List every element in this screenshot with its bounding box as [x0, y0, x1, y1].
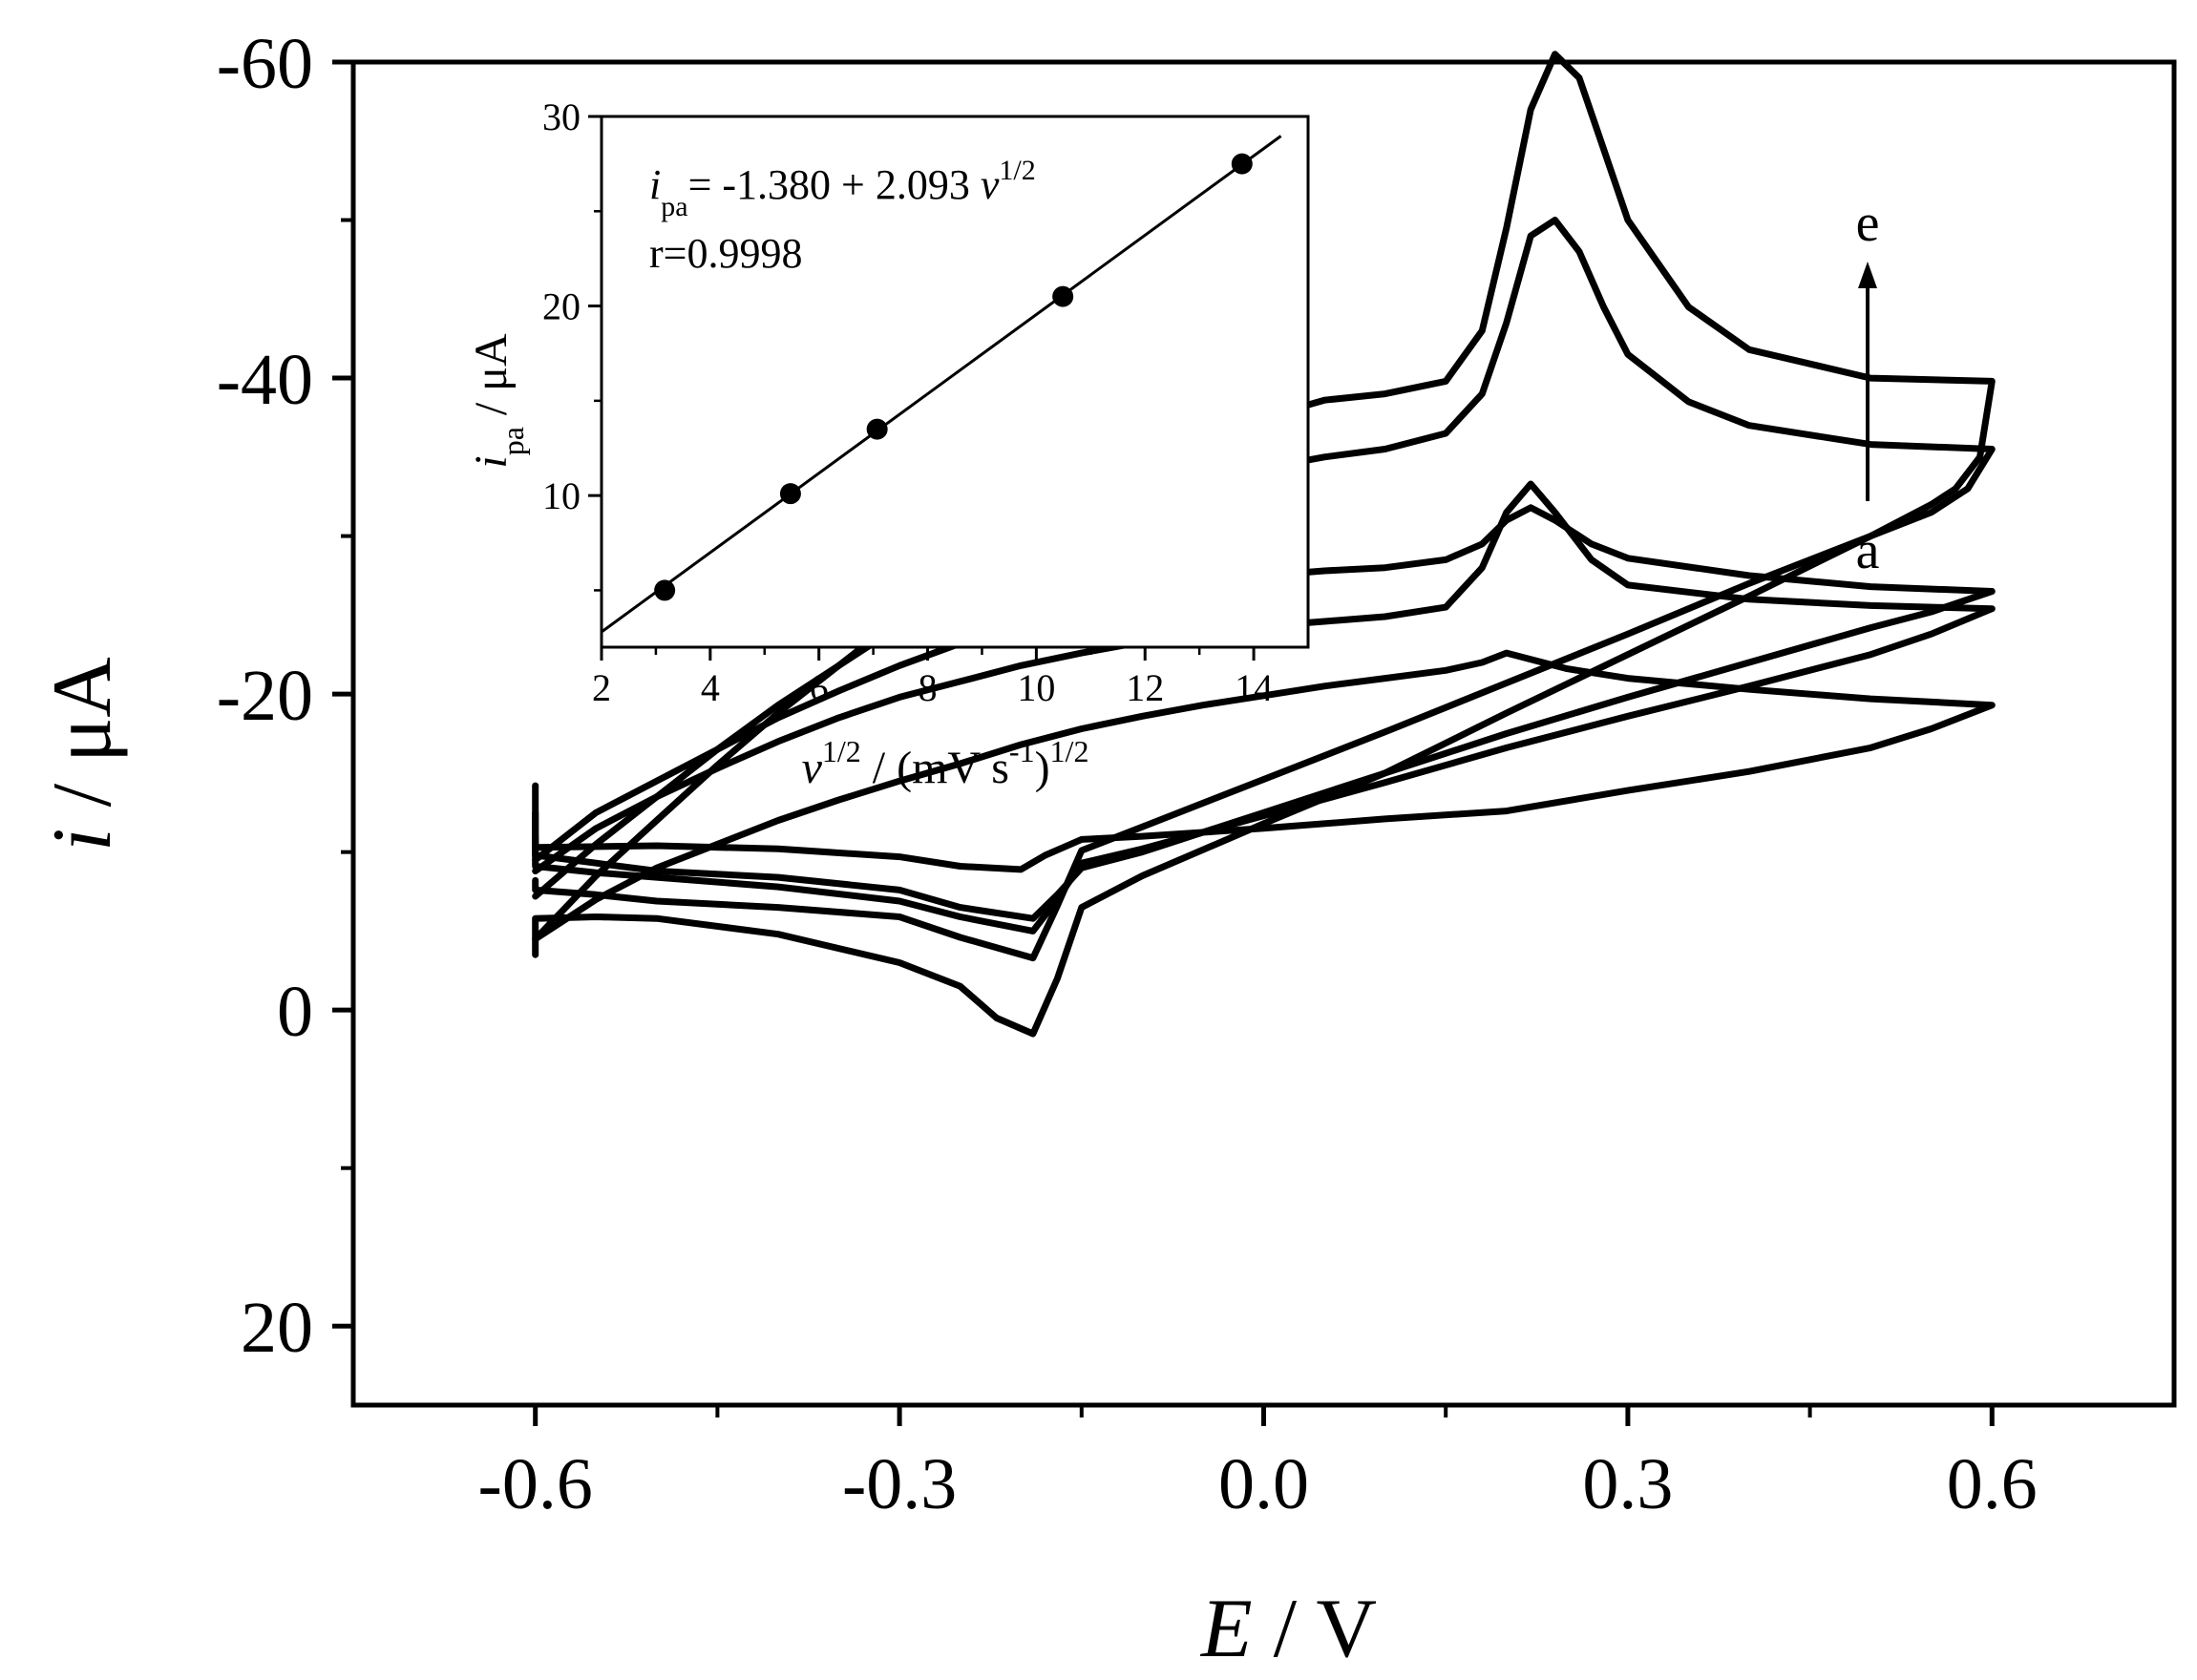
inset-y-label-subscript: pa	[496, 427, 530, 455]
main-y-axis-label-unit: / μA	[36, 657, 129, 828]
scan-rate-arrow: e a	[1856, 194, 1880, 580]
inset-x-tick-label: 6	[810, 666, 829, 709]
y-tick-label: 0	[277, 972, 313, 1052]
y-tick-label: 20	[241, 1288, 313, 1368]
inset-x-tick-label: 4	[701, 666, 720, 709]
inset-y-tick-label: 20	[542, 285, 581, 328]
inset-x-tick-label: 8	[919, 666, 938, 709]
cv-curve-c	[532, 480, 1996, 934]
arrow-label-a: a	[1856, 521, 1880, 580]
inset-x-axis-label: v1/2 / (mV s-1)1/2	[802, 734, 1089, 793]
x-tick-label: 0.6	[1947, 1444, 2038, 1524]
data-point	[1231, 153, 1253, 175]
inset-marks	[601, 135, 1282, 634]
data-point	[779, 483, 801, 505]
inset-axis-tick-labels: 2 4 6 8 10 12 14 10 20 30	[542, 95, 1273, 709]
inset-x-tick-label: 12	[1126, 666, 1164, 709]
inset-y-tick-label: 10	[542, 474, 581, 517]
inset-y-axis-label: ipa / μA	[466, 333, 530, 469]
inset-x-tick-label: 14	[1235, 666, 1273, 709]
equation-superscript: 1/2	[999, 155, 1035, 186]
inset-fit-equation: ipa= -1.380 + 2.093 v1/2	[649, 155, 1036, 222]
inset-x-label-sup2: -1	[1009, 734, 1035, 768]
main-y-axis-label-symbol: i	[36, 828, 129, 850]
arrow-label-e: e	[1856, 194, 1880, 253]
inset-y-label-symbol: i	[466, 455, 517, 468]
y-tick-label: -20	[217, 656, 313, 736]
inset-axis-ticks	[588, 115, 1256, 661]
inset-x-label-close: )	[1035, 743, 1050, 793]
y-tick-label: -60	[217, 24, 313, 104]
fit-line	[601, 135, 1282, 634]
inset-x-label-sup1: 1/2	[822, 734, 861, 768]
x-tick-label: 0.0	[1218, 1444, 1309, 1524]
main-axis-tick-labels: -0.6 -0.3 0.0 0.3 0.6 -60 -40 -20 0 20	[217, 24, 2038, 1524]
arrow-head	[1858, 262, 1877, 288]
data-point	[866, 418, 888, 440]
cv-curve-a	[532, 649, 1996, 943]
inset-x-label-unit: / (mV s	[861, 743, 1009, 793]
data-point	[654, 579, 676, 601]
equation-lhs: i	[649, 161, 661, 208]
main-x-axis-label-unit: / V	[1253, 1583, 1377, 1675]
inset-x-label-sup3: 1/2	[1050, 734, 1089, 768]
inset-x-label-variable: v	[802, 743, 823, 793]
main-x-axis-label: E / V	[1199, 1583, 1377, 1675]
y-tick-label: -40	[217, 340, 313, 420]
inset-background	[602, 116, 1308, 647]
inset-y-label-unit: / μA	[466, 333, 517, 427]
inset-x-tick-label: 10	[1017, 666, 1055, 709]
data-point	[1052, 285, 1074, 307]
x-tick-label: 0.3	[1582, 1444, 1673, 1524]
inset-frame	[600, 115, 1310, 649]
inset-correlation: r=0.9998	[649, 230, 802, 277]
main-axis-ticks	[332, 59, 1995, 1426]
equation-rhs: = -1.380 + 2.093	[688, 161, 981, 208]
x-tick-label: -0.6	[478, 1444, 593, 1524]
inset-x-tick-label: 2	[592, 666, 611, 709]
equation-lhs-subscript: pa	[661, 191, 687, 222]
inset-y-tick-label: 30	[542, 95, 581, 138]
main-y-axis-label: i / μA	[36, 657, 129, 851]
x-tick-label: -0.3	[842, 1444, 957, 1524]
equation-variable: v	[981, 161, 1000, 208]
main-x-axis-label-symbol: E	[1199, 1583, 1253, 1675]
